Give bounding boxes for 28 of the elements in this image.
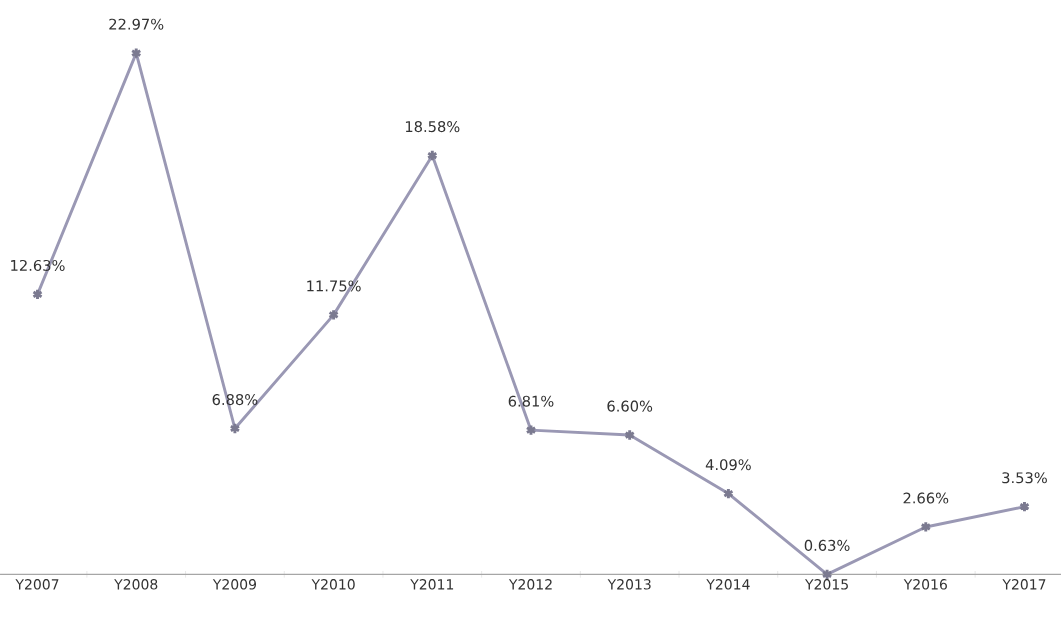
data-label: 0.63%	[804, 539, 850, 551]
data-label: 22.97%	[109, 18, 164, 30]
x-tick-label: Y2016	[903, 579, 947, 590]
x-tick-label: Y2015	[804, 579, 848, 590]
point	[624, 428, 636, 442]
data-label: 6.60%	[607, 400, 653, 412]
point	[328, 308, 340, 322]
data-label: 3.53%	[1002, 472, 1047, 484]
data-label: 11.75%	[307, 280, 361, 292]
data-label: 4.09%	[705, 459, 751, 471]
x-tick-label: Y2013	[607, 579, 651, 590]
x-tick-label: Y2008	[114, 579, 158, 590]
x-tick-label: Y2010	[311, 579, 355, 590]
point	[229, 422, 241, 435]
data-label: 12.63%	[11, 259, 65, 271]
x-tick-label: Y2009	[212, 579, 257, 590]
data-label: 18.58%	[405, 121, 460, 133]
point	[426, 149, 438, 162]
point	[130, 46, 142, 60]
x-tick-label: Y2012	[508, 579, 552, 590]
x-tick-label: Y2007	[15, 579, 59, 590]
point	[920, 520, 932, 534]
data-label: 6.81%	[508, 395, 554, 407]
x-tick-label: Y2011	[410, 579, 454, 590]
data-label: 2.66%	[903, 492, 949, 504]
x-tick-label: Y2017	[1002, 579, 1046, 590]
x-tick-label: Y2014	[706, 579, 750, 590]
data-label: 6.88%	[212, 394, 258, 406]
